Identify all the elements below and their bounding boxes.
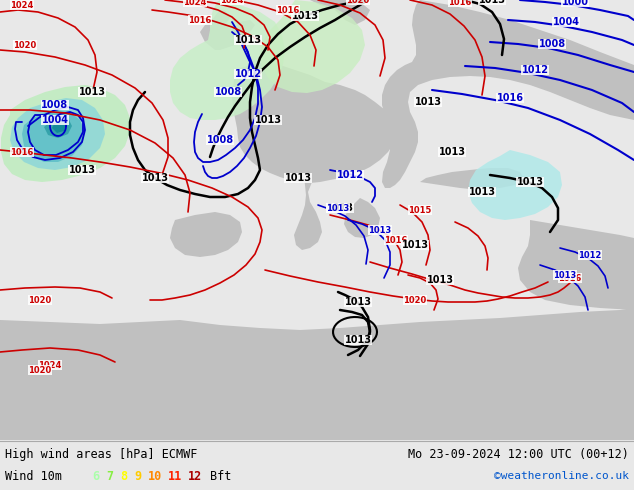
Polygon shape [310, 0, 370, 25]
Text: 1016: 1016 [496, 93, 524, 103]
Polygon shape [10, 98, 105, 170]
Text: 1013: 1013 [439, 147, 465, 157]
Polygon shape [170, 212, 242, 257]
Text: 1004: 1004 [41, 115, 68, 125]
Text: 1013: 1013 [327, 203, 349, 213]
Text: Bft: Bft [210, 469, 231, 483]
Text: 1024: 1024 [10, 0, 34, 9]
Text: 1016: 1016 [384, 236, 408, 245]
Text: 1024: 1024 [220, 0, 243, 4]
Text: 1012: 1012 [235, 69, 261, 79]
Text: 1013: 1013 [254, 115, 281, 125]
Polygon shape [22, 110, 85, 162]
Text: 1008: 1008 [41, 100, 68, 110]
Text: 1016: 1016 [448, 0, 472, 6]
Text: 1024: 1024 [38, 361, 61, 369]
Text: 1004: 1004 [552, 17, 579, 27]
Text: 1016: 1016 [10, 147, 34, 156]
Polygon shape [344, 198, 380, 238]
Text: 1012: 1012 [337, 170, 363, 180]
Text: 1013: 1013 [141, 173, 169, 183]
Polygon shape [200, 10, 255, 50]
Text: 1016: 1016 [559, 273, 581, 283]
Text: 1013: 1013 [415, 97, 441, 107]
Text: 8: 8 [120, 469, 127, 483]
Polygon shape [518, 220, 634, 310]
Text: 1013: 1013 [285, 173, 311, 183]
Text: 1013: 1013 [479, 0, 505, 5]
Polygon shape [44, 115, 72, 138]
Polygon shape [52, 120, 66, 133]
Text: 1013: 1013 [553, 270, 577, 279]
Text: 1020: 1020 [13, 41, 37, 49]
Text: 7: 7 [106, 469, 113, 483]
Text: ©weatheronline.co.uk: ©weatheronline.co.uk [494, 471, 629, 481]
Text: 1012: 1012 [578, 250, 602, 260]
Polygon shape [382, 0, 634, 188]
Text: 1013: 1013 [79, 87, 105, 97]
Text: 12: 12 [188, 469, 202, 483]
Text: 1020: 1020 [403, 295, 427, 304]
Text: High wind areas [hPa] ECMWF: High wind areas [hPa] ECMWF [5, 447, 197, 461]
Text: 1013: 1013 [517, 177, 543, 187]
Text: 1013: 1013 [235, 35, 261, 45]
Text: 1024: 1024 [183, 0, 207, 6]
Text: 1020: 1020 [29, 366, 51, 374]
Polygon shape [420, 168, 525, 190]
Text: 1013: 1013 [469, 187, 496, 197]
Text: Mo 23-09-2024 12:00 UTC (00+12): Mo 23-09-2024 12:00 UTC (00+12) [408, 447, 629, 461]
Text: 1013: 1013 [344, 335, 372, 345]
Text: 6: 6 [92, 469, 99, 483]
Polygon shape [260, 0, 365, 93]
Text: 1020: 1020 [346, 0, 370, 4]
Text: 1020: 1020 [29, 295, 51, 304]
Text: 1013: 1013 [68, 165, 96, 175]
Text: 11: 11 [168, 469, 182, 483]
Polygon shape [170, 0, 285, 120]
Text: 1013: 1013 [401, 240, 429, 250]
Polygon shape [232, 62, 400, 183]
Text: 1016: 1016 [188, 16, 212, 24]
Text: 10: 10 [148, 469, 162, 483]
Text: 1008: 1008 [207, 135, 233, 145]
Text: Wind 10m: Wind 10m [5, 469, 62, 483]
Text: 1015: 1015 [408, 205, 432, 215]
Polygon shape [294, 142, 322, 250]
Text: 1000: 1000 [562, 0, 588, 7]
Text: 1013: 1013 [344, 297, 372, 307]
Polygon shape [468, 150, 562, 220]
Text: 1013: 1013 [292, 11, 318, 21]
Text: 1008: 1008 [538, 39, 566, 49]
Text: 1013: 1013 [368, 225, 392, 235]
Text: 9: 9 [134, 469, 141, 483]
Text: 1008: 1008 [214, 87, 242, 97]
Polygon shape [1, 85, 130, 182]
Text: 1016: 1016 [276, 5, 300, 15]
Text: 1013: 1013 [427, 275, 453, 285]
Text: 1013: 1013 [327, 203, 354, 213]
Polygon shape [0, 308, 634, 440]
Text: 1012: 1012 [522, 65, 548, 75]
